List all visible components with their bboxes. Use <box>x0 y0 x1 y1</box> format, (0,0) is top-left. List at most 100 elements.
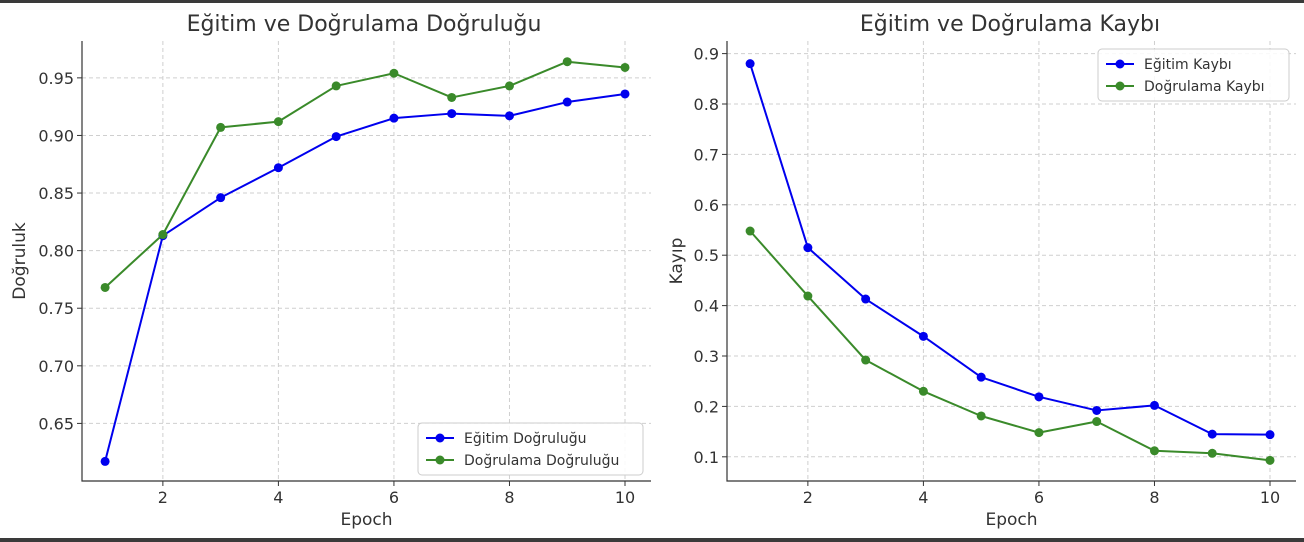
x-tick-label: 2 <box>158 488 168 507</box>
series-0 <box>745 59 1275 440</box>
y-tick-label: 0.3 <box>694 347 719 366</box>
data-point <box>745 59 755 69</box>
frame-top-border <box>0 0 1304 3</box>
data-point <box>447 92 457 102</box>
legend-marker <box>1115 59 1125 69</box>
legend-entry: Eğitim Doğruluğu <box>426 431 586 447</box>
data-point <box>620 89 630 99</box>
x-tick-label: 6 <box>389 488 399 507</box>
data-point <box>331 132 341 142</box>
series-line <box>749 63 1271 436</box>
x-tick-label: 4 <box>273 488 283 507</box>
data-point <box>620 62 630 72</box>
legend-entry: Eğitim Kaybı <box>1106 57 1232 73</box>
data-point <box>1034 392 1044 402</box>
data-point <box>976 411 986 421</box>
data-point <box>100 282 110 292</box>
series-1 <box>745 226 1275 465</box>
x-tick-label: 10 <box>1260 488 1280 507</box>
y-tick-label: 0.7 <box>694 145 719 164</box>
data-point <box>1265 430 1275 440</box>
data-point <box>1265 455 1275 465</box>
legend-label: Eğitim Doğruluğu <box>464 431 586 447</box>
legend-label: Doğrulama Doğruluğu <box>464 453 619 469</box>
data-point <box>861 294 871 304</box>
data-point <box>562 97 572 107</box>
axis-spines <box>726 41 1296 482</box>
data-point <box>1092 417 1102 427</box>
legend-marker <box>435 455 445 465</box>
data-point <box>273 163 283 173</box>
y-tick-label: 0.8 <box>694 95 719 114</box>
data-point <box>803 291 813 301</box>
y-tick-label: 0.95 <box>38 69 74 88</box>
data-point <box>100 456 110 466</box>
loss-chart: 2 4 6 8 10 0.1 0.2 0.3 0.4 0.5 0.6 0.7 0.8 0.9 Eğitim … <box>667 12 1296 530</box>
data-point <box>389 113 399 123</box>
data-point <box>918 386 928 396</box>
data-point <box>803 243 813 253</box>
series-0 <box>100 89 630 466</box>
data-point <box>745 226 755 236</box>
data-point <box>1149 446 1159 456</box>
series-1 <box>100 57 630 292</box>
frame-bottom-border <box>0 538 1304 542</box>
y-tick-label: 0.65 <box>38 414 74 433</box>
y-tick-label: 0.4 <box>694 297 719 316</box>
data-point <box>447 109 457 119</box>
data-point <box>158 230 168 240</box>
x-axis-label: Epoch <box>340 510 392 530</box>
legend-entry: Doğrulama Doğruluğu <box>426 453 619 469</box>
x-tick-label: 6 <box>1034 488 1044 507</box>
data-point <box>331 81 341 91</box>
data-point <box>1207 448 1217 458</box>
chart-title: Eğitim ve Doğrulama Kaybı <box>860 12 1160 37</box>
legend-entry: Doğrulama Kaybı <box>1106 79 1265 95</box>
y-tick-label: 0.85 <box>38 184 74 203</box>
y-axis-label: Doğruluk <box>10 222 30 300</box>
chart-title: Eğitim ve Doğrulama Doğruluğu <box>187 12 542 37</box>
y-tick-label: 0.5 <box>694 246 719 265</box>
series-line <box>104 60 626 289</box>
data-point <box>1207 429 1217 439</box>
data-point <box>216 122 226 132</box>
y-tick-label: 0.9 <box>694 45 719 64</box>
x-tick-label: 8 <box>1149 488 1159 507</box>
grid <box>727 41 1296 481</box>
series-line <box>749 230 1271 462</box>
accuracy-chart: 2 4 6 8 10 0.65 0.70 0.75 0.80 0.85 0.90 0.95 Eğitim… <box>10 12 651 530</box>
x-axis-label: Epoch <box>985 510 1037 530</box>
data-point <box>1149 400 1159 410</box>
legend-marker <box>1115 81 1125 91</box>
x-tick-label: 2 <box>803 488 813 507</box>
y-tick-label: 0.6 <box>694 196 719 215</box>
legend-marker <box>435 433 445 443</box>
y-tick-label: 0.1 <box>694 448 719 467</box>
data-point <box>861 355 871 365</box>
grid <box>82 41 651 481</box>
data-point <box>504 111 514 121</box>
y-tick-label: 0.70 <box>38 357 74 376</box>
data-point <box>216 193 226 203</box>
y-tick-label: 0.90 <box>38 126 74 145</box>
axis-spines <box>81 41 651 482</box>
y-tick-label: 0.2 <box>694 397 719 416</box>
data-point <box>1034 428 1044 438</box>
series-line <box>104 92 626 462</box>
x-tick-label: 8 <box>504 488 514 507</box>
data-point <box>504 81 514 91</box>
legend-box <box>417 422 644 476</box>
y-tick-label: 0.75 <box>38 299 74 318</box>
y-tick-label: 0.80 <box>38 242 74 261</box>
data-point <box>918 331 928 341</box>
data-point <box>1092 405 1102 415</box>
legend-box <box>1097 48 1290 102</box>
y-axis-label: Kayıp <box>667 238 687 285</box>
data-point <box>562 57 572 67</box>
legend-label: Doğrulama Kaybı <box>1144 79 1265 95</box>
x-tick-label: 4 <box>918 488 928 507</box>
x-tick-label: 10 <box>615 488 635 507</box>
data-point <box>273 117 283 127</box>
legend: Eğitim Kaybı Doğrulama Kaybı <box>1097 48 1290 102</box>
